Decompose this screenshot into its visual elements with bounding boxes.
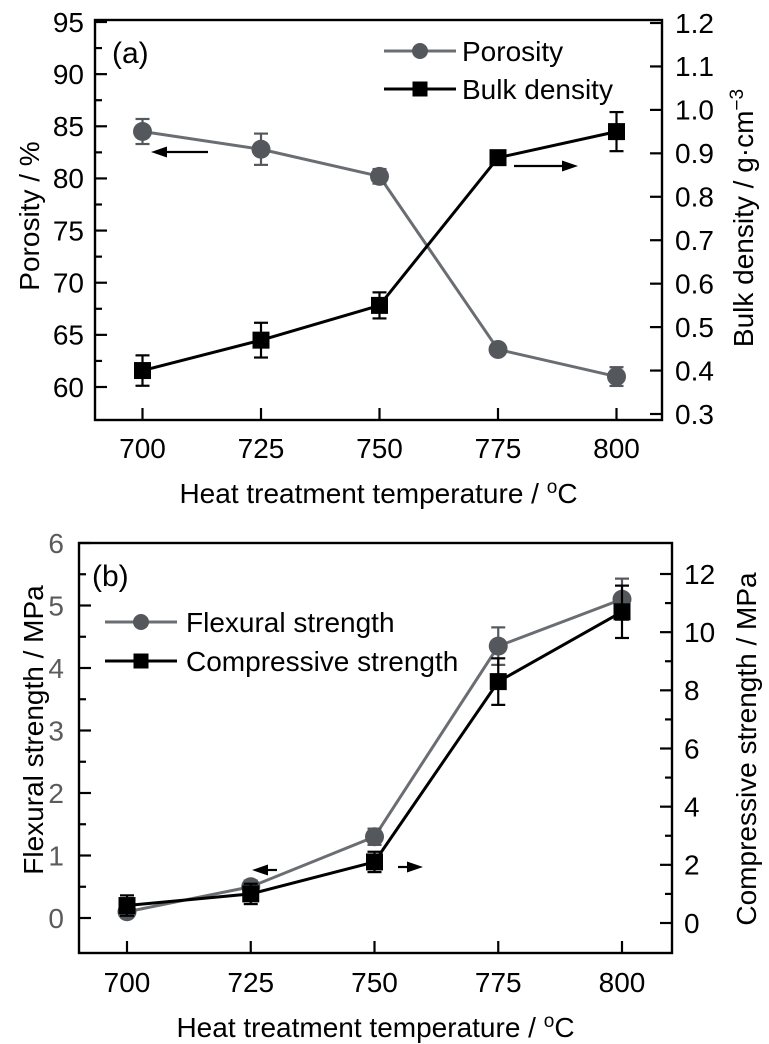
data-point-marker [607, 367, 626, 387]
data-point-marker [133, 122, 152, 141]
right-tick-label: 10 [684, 617, 715, 648]
left-tick-label: 1 [48, 840, 64, 871]
legend-label: Flexural strength [186, 607, 395, 638]
data-point-marker [608, 123, 625, 141]
x-tick-label: 775 [475, 433, 522, 464]
right-tick-label: 0.7 [675, 225, 714, 256]
left-tick-label: 90 [53, 59, 84, 90]
right-tick-label: 1.1 [675, 51, 714, 82]
data-point-marker [251, 139, 271, 159]
legend: Porosity Bulk density [384, 36, 613, 105]
data-point-marker [252, 331, 270, 349]
right-tick-label: 2 [684, 850, 700, 881]
left-tick-label: 80 [53, 163, 84, 194]
right-axis-title: Compressive strength / MPa [731, 572, 762, 926]
arrow-head [407, 861, 423, 873]
plot-frame [77, 541, 674, 955]
right-tick-label: 12 [684, 559, 715, 590]
data-point-marker [488, 636, 508, 656]
x-axis-title: Heat treatment temperature / oC [179, 477, 577, 509]
right-tick-label: 0.6 [675, 268, 714, 299]
data-point-marker [365, 827, 384, 847]
data-point-marker [488, 339, 508, 359]
right-tick-label: 0.3 [675, 399, 714, 430]
data-point-marker [489, 149, 507, 167]
right-tick-label: 6 [684, 733, 700, 764]
right-tick-label: 4 [684, 791, 700, 822]
left-tick-label: 4 [48, 653, 64, 684]
left-tick-label: 65 [53, 320, 84, 351]
arrow-head [252, 864, 268, 876]
left-tick-label: 70 [53, 268, 84, 299]
data-point-marker [370, 166, 389, 186]
data-point-marker [134, 362, 151, 380]
right-tick-label: 0.8 [675, 182, 714, 213]
x-tick-label: 725 [238, 433, 285, 464]
axis-arrow-right [398, 861, 423, 873]
left-tick-label: 60 [53, 372, 84, 403]
legend-marker [412, 43, 428, 59]
axis-arrow-left [151, 146, 208, 158]
x-tick-label: 750 [351, 967, 398, 998]
left-axis-title: Flexural strength / MPa [18, 585, 49, 875]
data-point-marker [118, 897, 136, 915]
data-point-marker [613, 603, 631, 621]
axis-arrow-left [252, 864, 277, 876]
chart-a: 700 725 750 775 800 95 90 85 80 75 70 65 60 1.2 1.1 1.0… [14, 7, 759, 509]
arrow-head [562, 160, 578, 172]
panel-label: (b) [92, 560, 129, 593]
x-tick-label: 800 [593, 433, 640, 464]
left-tick-label: 75 [53, 215, 84, 246]
left-tick-label: 2 [48, 778, 64, 809]
axis-arrow-right [514, 160, 578, 172]
left-tick-label: 85 [53, 111, 84, 142]
legend-marker [133, 614, 149, 630]
data-point-marker [366, 853, 383, 871]
x-axis-title: Heat treatment temperature / oC [176, 1011, 574, 1043]
left-tick-label: 3 [48, 715, 64, 746]
x-tick-label: 700 [104, 967, 151, 998]
right-tick-label: 1.2 [675, 8, 714, 39]
legend-label: Compressive strength [186, 646, 458, 677]
x-tick-label: 700 [119, 433, 166, 464]
right-axis-title: Bulk density / g·cm−3 [727, 89, 759, 347]
x-tick-label: 775 [475, 967, 522, 998]
data-point-marker [489, 673, 507, 691]
legend-label: Porosity [462, 36, 563, 67]
legend-marker [133, 653, 149, 669]
series-porosity [133, 117, 626, 388]
legend-marker [412, 81, 428, 97]
right-tick-label: 0.9 [675, 138, 714, 169]
series-bulk-density [134, 110, 625, 387]
right-tick-label: 8 [684, 675, 700, 706]
legend-label: Bulk density [462, 74, 613, 105]
left-tick-label: 95 [53, 7, 84, 38]
right-tick-label: 0.5 [675, 312, 714, 343]
left-tick-label: 0 [48, 903, 64, 934]
x-tick-label: 800 [599, 967, 646, 998]
legend: Flexural strength Compressive strength [105, 607, 458, 677]
right-tick-label: 0 [684, 908, 700, 939]
data-point-marker [242, 885, 260, 903]
right-tick-label: 1.0 [675, 95, 714, 126]
left-axis-title: Porosity / % [14, 141, 45, 290]
x-tick-label: 750 [356, 433, 403, 464]
series-compressive-strength [118, 584, 631, 917]
data-point-marker [371, 296, 388, 314]
left-tick-label: 5 [48, 590, 64, 621]
panel-label: (a) [112, 37, 149, 70]
x-tick-label: 725 [227, 967, 274, 998]
arrow-head [151, 146, 167, 158]
right-tick-label: 0.4 [675, 355, 714, 386]
left-tick-label: 6 [48, 528, 64, 559]
